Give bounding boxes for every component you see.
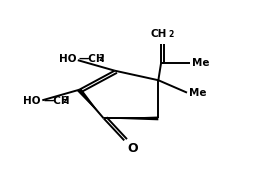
Text: 2: 2 [169,30,174,39]
Text: 2: 2 [98,54,103,63]
Polygon shape [104,117,158,120]
Text: —CH: —CH [43,96,70,106]
Text: —CH: —CH [79,54,105,64]
Text: O: O [127,142,138,155]
Text: Me: Me [189,88,207,98]
Polygon shape [77,89,104,118]
Text: HO: HO [23,96,41,106]
Text: HO: HO [59,54,76,64]
Text: 2: 2 [63,96,68,105]
Text: CH: CH [150,29,167,39]
Text: Me: Me [192,58,209,68]
